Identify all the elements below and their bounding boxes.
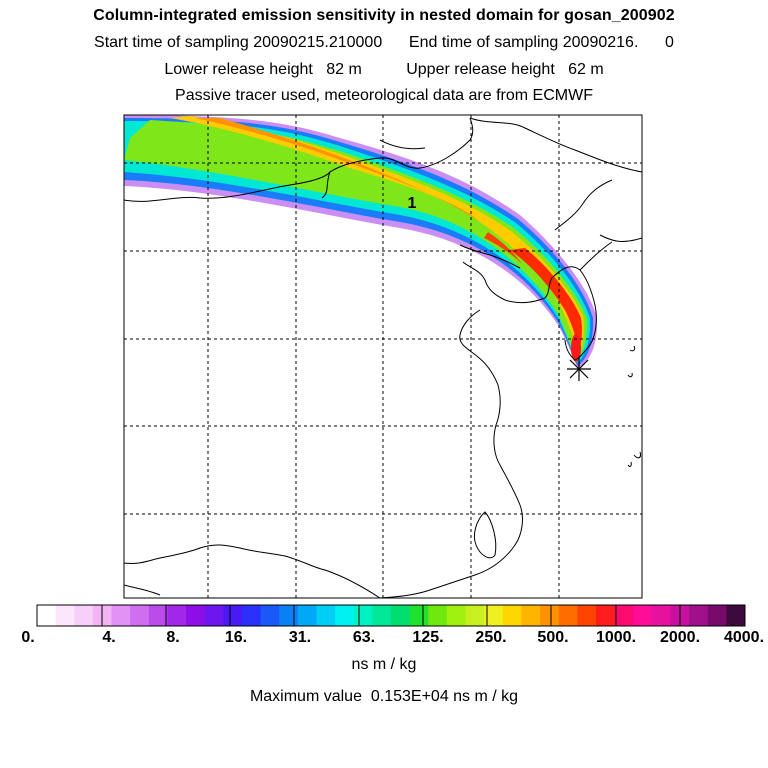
color-scale-tick-label: 250. — [475, 629, 507, 646]
receptor-star-marker — [567, 357, 591, 381]
color-scale-tick-label: 63. — [352, 629, 376, 646]
color-scale-cell — [391, 605, 411, 626]
color-scale-cell — [297, 605, 317, 626]
coastlines — [124, 117, 642, 598]
color-scale-cell — [111, 605, 131, 626]
color-scale-cell — [37, 605, 57, 626]
plume-band-yellow — [170, 116, 584, 356]
color-scale-cell — [335, 605, 355, 626]
plume-band-cyan — [124, 121, 591, 363]
color-scale-tick-label: 0. — [21, 629, 35, 646]
map-frame — [123, 114, 643, 599]
color-scale-tick-label: 125. — [412, 629, 444, 646]
color-scale-cell — [633, 605, 653, 626]
plume-core-south — [510, 248, 582, 352]
color-scale-tick-label: 8. — [166, 629, 180, 646]
color-scale-cell — [595, 605, 615, 626]
color-scale-cell — [707, 605, 727, 626]
color-scale-units: ns m / kg — [351, 656, 417, 673]
color-scale-cell — [446, 605, 466, 626]
color-scale-cell — [204, 605, 224, 626]
color-scale-tick-label: 1000. — [595, 629, 637, 646]
color-scale-cell — [148, 605, 168, 626]
color-scale-tick-label: 2000. — [659, 629, 701, 646]
color-scale-cell — [130, 605, 150, 626]
tracer-info-line: Passive tracer used, meteorological data… — [175, 87, 593, 104]
color-scale-cell — [577, 605, 597, 626]
country-borders — [124, 139, 613, 598]
plot-title: Column-integrated emission sensitivity i… — [93, 7, 675, 24]
color-scale-cell — [484, 605, 504, 626]
color-scale-cell — [409, 605, 429, 626]
color-scale-tick-label: 4. — [102, 629, 116, 646]
color-scale-cell — [223, 605, 243, 626]
color-scale-cell — [167, 605, 187, 626]
color-scale-cell — [521, 605, 541, 626]
color-scale-cell — [614, 605, 634, 626]
color-scale-cell — [186, 605, 206, 626]
release-height-line: Lower release height 82 m Upper release … — [164, 61, 604, 78]
color-scale-cell — [316, 605, 336, 626]
color-scale-cell — [651, 605, 671, 626]
sampling-time-line: Start time of sampling 20090215.210000 E… — [94, 34, 674, 51]
color-scale-tick-label: 16. — [224, 629, 248, 646]
color-scale-cell — [502, 605, 522, 626]
color-scale-cell — [55, 605, 75, 626]
color-scale-cell — [372, 605, 392, 626]
plume-peak — [571, 334, 581, 362]
color-scale-cell — [428, 605, 448, 626]
release-label: 1 — [408, 195, 417, 212]
color-scale-cell — [279, 605, 299, 626]
color-scale-tick-label: 500. — [537, 629, 569, 646]
color-scale-cell — [689, 605, 709, 626]
color-scale-tick-label: 4000. — [723, 629, 765, 646]
color-scale-cell — [74, 605, 94, 626]
color-scale-cell — [465, 605, 485, 626]
lat-lon-grid — [124, 115, 642, 598]
maximum-value-line: Maximum value 0.153E+04 ns m / kg — [249, 688, 519, 705]
plume-core-north — [484, 232, 522, 264]
color-scale-cell — [260, 605, 280, 626]
color-scale-cell — [558, 605, 578, 626]
color-scale-cell — [353, 605, 373, 626]
color-scale-tick-label: 31. — [288, 629, 312, 646]
color-scale-cell — [726, 605, 746, 626]
color-scale-cell — [241, 605, 261, 626]
color-scale-cell — [540, 605, 560, 626]
